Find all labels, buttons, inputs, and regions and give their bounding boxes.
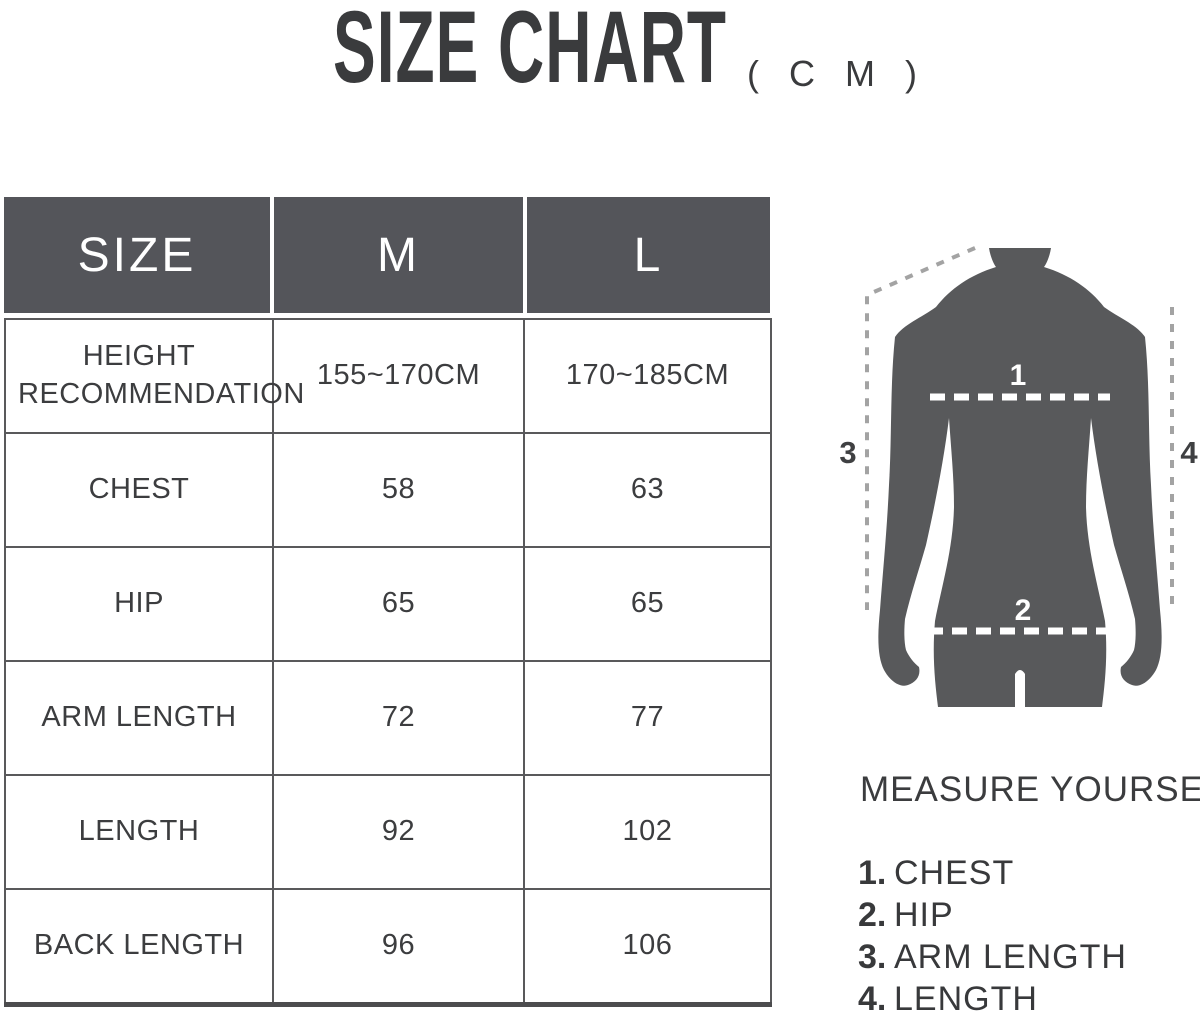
row-value: 77	[523, 660, 772, 776]
title-row: SIZE CHART ( C M )	[0, 0, 1200, 100]
table-row: BACK LENGTH 96 106	[4, 888, 772, 1006]
measure-yourself-heading: MEASURE YOURSELF	[860, 770, 1200, 809]
legend-label: ARM LENGTH	[894, 938, 1127, 976]
table-row: ARM LENGTH 72 77	[4, 660, 772, 776]
legend-item: 3. ARM LENGTH	[858, 936, 1127, 978]
size-table: HEIGHT RECOMMENDATION 155~170CM 170~185CM C…	[4, 318, 772, 1007]
row-value: 65	[272, 546, 525, 662]
table-row: HIP 65 65	[4, 546, 772, 662]
row-label: HIP	[4, 546, 274, 662]
legend-label: LENGTH	[894, 980, 1038, 1018]
measure-legend: 1. CHEST 2. HIP 3. ARM LENGTH 4. LENGTH	[858, 852, 1127, 1020]
legend-number: 3.	[858, 938, 887, 976]
legend-number: 4.	[858, 980, 887, 1018]
row-value: 102	[523, 774, 772, 890]
legend-label: HIP	[894, 896, 954, 934]
header-cell-size: SIZE	[4, 197, 270, 313]
legend-label: CHEST	[894, 854, 1015, 892]
row-value: 92	[272, 774, 525, 890]
legend-item: 1. CHEST	[858, 852, 1127, 894]
row-label: BACK LENGTH	[4, 888, 274, 1006]
marker-4-length: 4	[1180, 435, 1198, 470]
row-value: 72	[272, 660, 525, 776]
legend-item: 2. HIP	[858, 894, 1127, 936]
header-cell-l: L	[527, 197, 770, 313]
marker-2-hip: 2	[1015, 594, 1032, 627]
row-value: 58	[272, 432, 525, 548]
legend-number: 2.	[858, 896, 887, 934]
row-label: ARM LENGTH	[4, 660, 274, 776]
header-cell-m: M	[274, 197, 523, 313]
size-table-header: SIZE M L	[4, 197, 770, 313]
row-label: LENGTH	[4, 774, 274, 890]
body-silhouette	[878, 248, 1162, 707]
row-label: CHEST	[4, 432, 274, 548]
table-row: CHEST 58 63	[4, 432, 772, 548]
arm-length-dash-line	[865, 246, 976, 610]
table-row: LENGTH 92 102	[4, 774, 772, 890]
row-value: 96	[272, 888, 525, 1006]
row-value: 63	[523, 432, 772, 548]
legend-item: 4. LENGTH	[858, 978, 1127, 1020]
row-value: 170~185CM	[523, 318, 772, 434]
row-value: 106	[523, 888, 772, 1006]
body-figure-svg: 1 2 3 4	[839, 246, 1198, 707]
body-measurement-diagram: 1 2 3 4	[832, 215, 1200, 775]
marker-1-chest: 1	[1010, 359, 1027, 392]
page-title: SIZE CHART	[333, 0, 728, 105]
legend-number: 1.	[858, 854, 887, 892]
unit-label: ( C M )	[747, 53, 927, 94]
row-label: HEIGHT RECOMMENDATION	[4, 318, 304, 434]
row-value: 65	[523, 546, 772, 662]
table-row: HEIGHT RECOMMENDATION 155~170CM 170~185CM	[4, 318, 772, 434]
row-value: 155~170CM	[272, 318, 525, 434]
size-table-body: HEIGHT RECOMMENDATION 155~170CM 170~185CM C…	[4, 318, 772, 1006]
marker-3-arm-length: 3	[839, 435, 856, 470]
